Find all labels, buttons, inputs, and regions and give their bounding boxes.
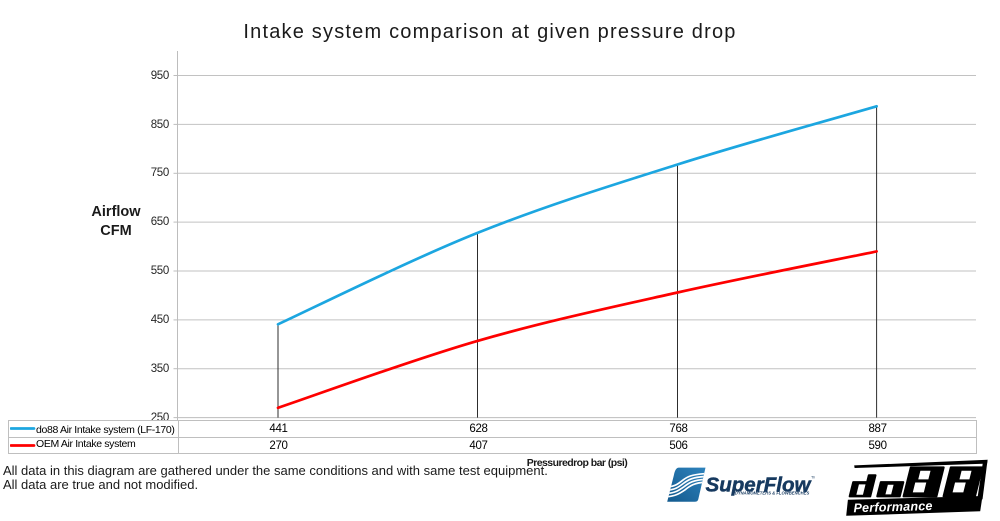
svg-text:TM: TM [811,476,815,480]
svg-text:SuperFlow: SuperFlow [706,473,813,496]
svg-text:Performance: Performance [853,499,932,515]
svg-text:DYNAMOMETERS & FLOWBENCHES: DYNAMOMETERS & FLOWBENCHES [735,490,810,495]
